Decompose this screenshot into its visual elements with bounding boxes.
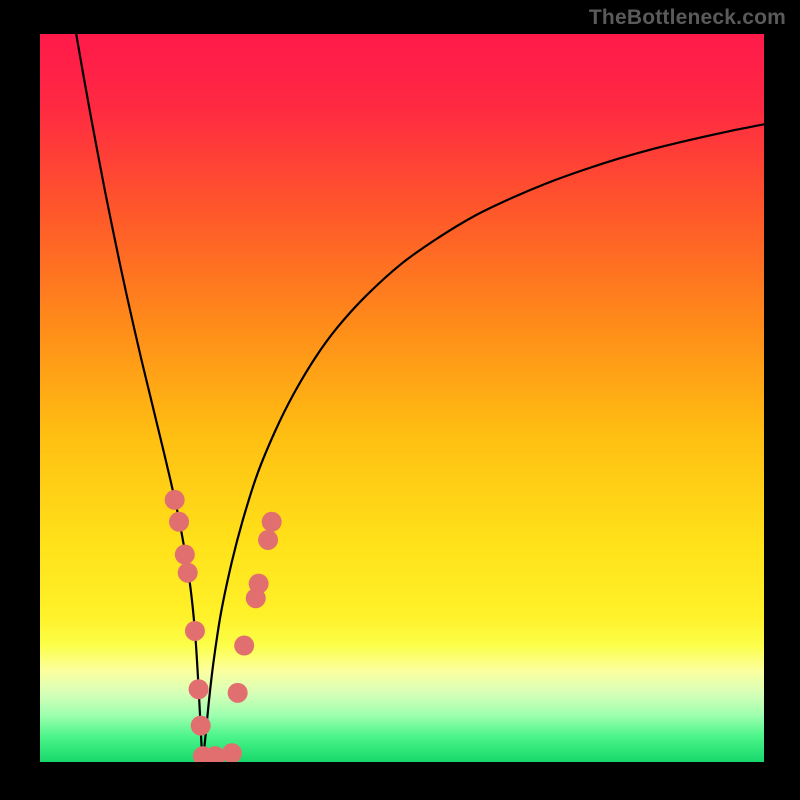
marker-point [189, 679, 209, 699]
chart-svg-layer [40, 34, 764, 762]
marker-point [222, 743, 242, 762]
marker-point [249, 574, 269, 594]
marker-group [165, 490, 282, 762]
marker-point [175, 545, 195, 565]
marker-point [169, 512, 189, 532]
marker-point [185, 621, 205, 641]
chart-plot-area [40, 34, 764, 762]
marker-point [258, 530, 278, 550]
marker-point [234, 636, 254, 656]
marker-point [228, 683, 248, 703]
marker-point [191, 716, 211, 736]
marker-point [178, 563, 198, 583]
marker-point [165, 490, 185, 510]
curve-right [203, 124, 764, 762]
curve-left [76, 34, 203, 762]
watermark-text: TheBottleneck.com [589, 6, 786, 30]
marker-point [262, 512, 282, 532]
